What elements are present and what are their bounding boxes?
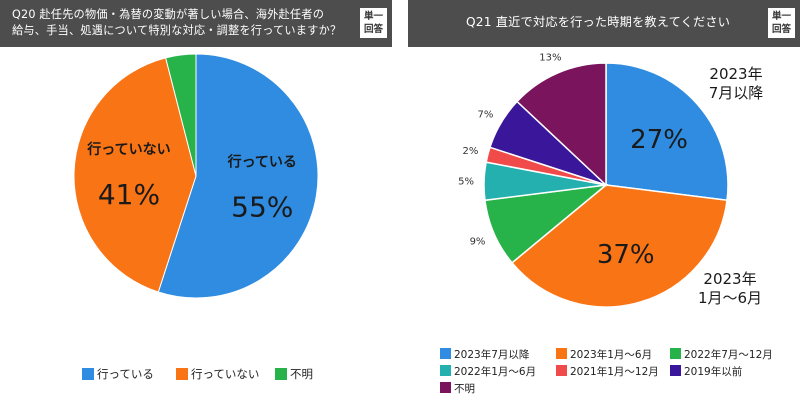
q20-legend-item-0: 行っている [82, 366, 154, 382]
q21-legend-swatch-2 [670, 348, 681, 359]
badge-line-2: 回答 [363, 24, 383, 35]
q20-slice-category-label-1: 行っていない [86, 141, 170, 158]
q20-panel: Q20 赴任先の物価・為替の変動が著しい場合、海外赴任者の 給与、手当、処遇につ… [0, 0, 392, 401]
q20-header: Q20 赴任先の物価・為替の変動が著しい場合、海外赴任者の 給与、手当、処遇につ… [0, 0, 392, 47]
q20-slice-0 [157, 53, 319, 299]
q21-legend-item-5: 2019年以前 [670, 364, 742, 379]
q21-legend-swatch-1 [556, 348, 567, 359]
q21-legend-label-3: 2022年1月～6月 [454, 366, 537, 378]
q21-slice-value-label-5: 7% [478, 110, 494, 121]
q20-slice-value-label-0: 55% [231, 190, 293, 223]
q20-legend-item-2: 不明 [275, 366, 313, 382]
q21-legend-swatch-4 [556, 365, 567, 376]
q21-slice-value-label-1: 37% [597, 240, 655, 270]
q21-slice-value-label-2: 9% [470, 237, 486, 248]
q21-legend-label-4: 2021年1月～12月 [570, 366, 659, 378]
q21-legend-label-1: 2023年1月～6月 [570, 349, 653, 361]
q20-legend-label-1: 行っていない [191, 367, 260, 381]
q21-legend-label-2: 2022年7月～12月 [684, 349, 773, 361]
q21-legend-swatch-6 [440, 382, 451, 393]
q20-pie-chart: 行っている 55% 行っていない 41% 4% [73, 47, 319, 299]
q21-slice-0 [605, 62, 729, 202]
q20-slice-1 [73, 57, 197, 293]
q21-callout-line1-1: 2023年 [703, 270, 756, 288]
q21-slice-value-label-6: 13% [539, 53, 561, 64]
q21-legend-item-3: 2022年1月～6月 [440, 364, 536, 379]
q21-callout-line2-0: 7月以降 [709, 84, 764, 102]
q21-legend-item-1: 2023年1月～6月 [556, 347, 652, 362]
q21-legend-item-2: 2022年7月～12月 [670, 347, 773, 362]
single-answer-badge: 単一 回答 [768, 8, 795, 38]
q21-slice-value-label-4: 2% [462, 146, 478, 157]
q21-slice-value-label-3: 5% [458, 177, 474, 188]
q21-legend-item-4: 2021年1月～12月 [556, 364, 659, 379]
q20-slice-category-label-0: 行っている [227, 153, 297, 170]
q21-callout-line1-0: 2023年 [709, 65, 762, 83]
q21-legend-swatch-0 [440, 348, 451, 359]
q21-legend-swatch-5 [670, 365, 681, 376]
q20-legend-item-1: 行っていない [176, 366, 259, 382]
q21-panel: Q21 直近で対応を行った時期を教えてください 単一 回答 27% 37% 9% 5%… [408, 0, 800, 401]
q20-slice-value-label-1: 41% [98, 178, 160, 211]
q21-callout-line2-1: 1月～6月 [698, 289, 762, 307]
single-answer-badge: 単一 回答 [360, 8, 387, 38]
q21-slice-1 [510, 184, 728, 308]
q20-title: Q20 赴任先の物価・為替の変動が著しい場合、海外赴任者の 給与、手当、処遇につ… [12, 7, 350, 39]
q21-legend-item-0: 2023年7月以降 [440, 347, 529, 362]
q20-legend-label-2: 不明 [290, 367, 313, 381]
q20-slice-value-label-2: 4% [172, 47, 188, 48]
q20-legend-swatch-1 [176, 368, 188, 380]
badge-line-2: 回答 [771, 24, 791, 35]
q21-legend-label-0: 2023年7月以降 [454, 349, 530, 361]
badge-line-1: 単一 [771, 11, 791, 22]
q21-slice-6 [516, 62, 607, 187]
q20-legend-swatch-0 [82, 368, 94, 380]
q20-title-line-1: Q20 赴任先の物価・為替の変動が著しい場合、海外赴任者の [12, 8, 325, 21]
q21-slice-value-label-0: 27% [630, 125, 688, 155]
q21-legend-label-5: 2019年以前 [684, 366, 743, 378]
q20-slice-2 [165, 53, 197, 177]
q20-legend-label-0: 行っている [97, 367, 154, 381]
q21-legend-item-6: 不明 [440, 381, 475, 396]
q21-title: Q21 直近で対応を行った時期を教えてください [466, 15, 731, 29]
q21-legend-swatch-3 [440, 365, 451, 376]
q21-legend-label-6: 不明 [454, 383, 475, 395]
q21-header: Q21 直近で対応を行った時期を教えてください 単一 回答 [408, 0, 800, 47]
q20-legend-swatch-2 [275, 368, 287, 380]
q20-title-line-2: 給与、手当、処遇について特別な対応・調整を行っていますか？ [12, 24, 342, 37]
badge-line-1: 単一 [363, 11, 383, 22]
